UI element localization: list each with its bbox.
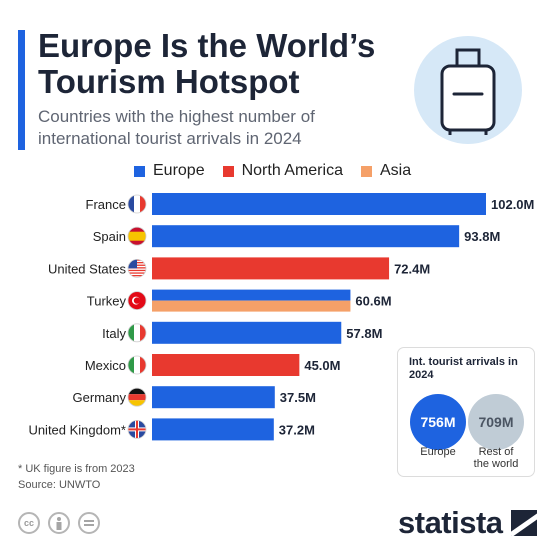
bar-3-0	[152, 289, 351, 301]
flag-outline-1	[127, 226, 147, 246]
legend-item-north-america: North America	[222, 162, 343, 180]
legend-swatch-europe	[134, 165, 145, 177]
category-label-2: United States	[48, 261, 127, 276]
chart-title: Europe Is the World’s Tourism Hotspot	[38, 28, 375, 100]
brand-name: statista	[398, 505, 503, 540]
footnote-note: * UK figure is from 2023	[18, 463, 135, 475]
bar-0	[152, 193, 486, 215]
spain-flag-icon	[128, 227, 146, 246]
rest-of-world-bubble-label: Rest of the world	[466, 446, 526, 470]
brand-logo-icon	[510, 510, 537, 536]
flag-outline-0	[127, 194, 147, 214]
title-line-2: Tourism Hotspot	[38, 63, 300, 100]
rest-label-line-2: the world	[473, 458, 519, 470]
category-label-7: United Kingdom*	[28, 422, 126, 437]
germany-flag-icon	[128, 388, 146, 407]
legend-swatch-north-america	[222, 165, 234, 177]
legend-label-north-america: North America	[241, 162, 343, 179]
legend-item-asia: Asia	[360, 162, 412, 180]
uk-flag-icon	[128, 420, 146, 439]
legend-label-asia: Asia	[379, 162, 412, 179]
bar-7	[152, 418, 274, 441]
attribution-icon[interactable]	[48, 512, 70, 534]
value-label-1: 93.8M	[464, 229, 500, 244]
arrivals-info-box: Int. tourist arrivals in 2024 756M 709M …	[397, 347, 535, 477]
bar-3-1	[152, 300, 351, 312]
value-label-2: 72.4M	[394, 261, 430, 276]
license-icons: cc	[18, 512, 100, 534]
bar-1	[152, 225, 460, 248]
value-label-7: 37.2M	[279, 422, 315, 437]
legend-label-europe: Europe	[153, 162, 205, 179]
bar-2	[152, 257, 390, 280]
creative-commons-icon[interactable]: cc	[18, 512, 40, 534]
legend-swatch-asia	[360, 165, 372, 177]
suitcase-icon	[414, 36, 522, 144]
chart-legend: Europe North America Asia	[134, 162, 411, 180]
italy-flag-icon	[128, 323, 146, 342]
turkey-flag-icon	[128, 291, 146, 310]
rest-of-world-arrivals-bubble: 709M	[468, 394, 524, 450]
europe-bubble-label: Europe	[420, 446, 456, 458]
title-line-1: Europe Is the World’s	[38, 27, 376, 64]
legend-item-europe: Europe	[134, 162, 205, 180]
flag-outline-7	[127, 419, 147, 439]
title-accent-bar	[18, 30, 25, 150]
value-label-6: 37.5M	[280, 390, 316, 405]
flag-outline-5	[127, 355, 147, 375]
bar-5	[152, 354, 300, 376]
category-label-6: Germany	[73, 390, 127, 405]
category-label-3: Turkey	[87, 294, 127, 309]
flag-outline-3	[127, 291, 147, 310]
value-label-5: 45.0M	[304, 358, 340, 373]
rest-label-line-1: Rest of	[478, 446, 514, 458]
no-derivatives-icon[interactable]	[78, 512, 100, 534]
chart-subtitle: Countries with the highest number of int…	[38, 106, 315, 150]
info-box-title: Int. tourist arrivals in 2024	[409, 356, 518, 381]
value-label-3: 60.6M	[355, 294, 391, 309]
brand[interactable]: statista	[398, 505, 537, 541]
europe-arrivals-bubble: 756M	[410, 394, 466, 450]
flag-outline-6	[127, 387, 147, 407]
value-label-0: 102.0M	[491, 197, 534, 212]
footnote-source: Source: UNWTO	[18, 479, 101, 491]
category-label-0: France	[86, 197, 126, 212]
mexico-flag-icon	[128, 356, 146, 374]
category-label-4: Italy	[102, 326, 126, 341]
flag-outline-2	[127, 259, 147, 278]
category-label-5: Mexico	[85, 358, 126, 373]
bar-6	[152, 386, 275, 409]
subtitle-line-1: Countries with the highest number of	[38, 107, 315, 126]
flag-outline-4	[127, 323, 147, 343]
category-label-1: Spain	[93, 229, 126, 244]
france-flag-icon	[128, 195, 146, 213]
bar-chart: 102.0M France 93.8M Spain 72.4M United States…	[28, 193, 534, 441]
footnote: * UK figure is from 2023 Source: UNWTO	[18, 461, 135, 493]
subtitle-line-2: international tourist arrivals in 2024	[38, 129, 302, 148]
value-label-4: 57.8M	[346, 326, 382, 341]
us-flag-icon	[128, 259, 146, 277]
bar-4	[152, 321, 342, 344]
